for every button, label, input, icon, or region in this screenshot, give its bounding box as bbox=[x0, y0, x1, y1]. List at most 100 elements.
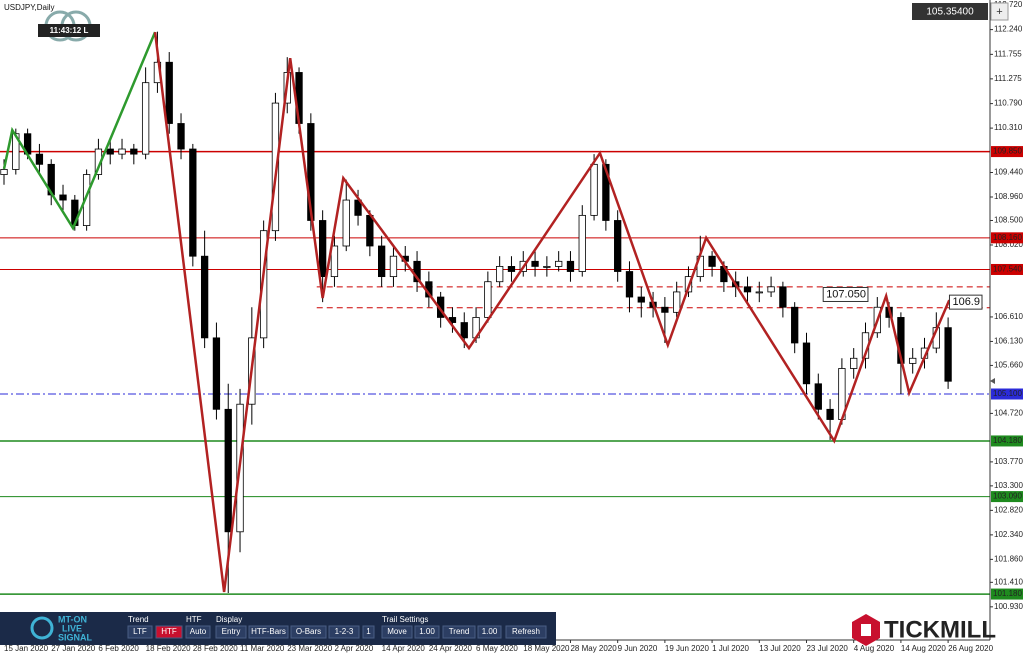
x-tick-label: 4 Aug 2020 bbox=[854, 644, 895, 653]
candle-body bbox=[271, 102, 280, 232]
toolbar-button[interactable] bbox=[414, 625, 440, 639]
candle-body bbox=[177, 123, 185, 150]
toolbar-button-label[interactable]: HTF bbox=[161, 627, 177, 636]
candle-body bbox=[259, 230, 268, 339]
level-label: 104.180 bbox=[993, 436, 1022, 445]
candle-body bbox=[661, 306, 669, 313]
toolbar-button[interactable] bbox=[248, 625, 289, 639]
candle-body bbox=[531, 260, 539, 267]
price-annotation: 107.050 bbox=[822, 286, 869, 302]
y-tick-label: 108.500 bbox=[994, 216, 1023, 225]
candle-body bbox=[507, 266, 516, 272]
candle-body bbox=[366, 214, 374, 247]
current-price-marker bbox=[990, 378, 995, 385]
toolbar-button[interactable] bbox=[442, 625, 476, 639]
toolbar-button-label[interactable]: Move bbox=[387, 627, 407, 636]
annotation-box bbox=[948, 294, 983, 310]
y-tick-label: 103.770 bbox=[994, 457, 1023, 466]
toolbar-button-label[interactable]: 1 bbox=[366, 627, 371, 636]
toolbar-button-label[interactable]: O-Bars bbox=[296, 627, 321, 636]
candle-body bbox=[779, 286, 787, 308]
add-button[interactable] bbox=[990, 2, 1009, 21]
level-label: 101.180 bbox=[993, 589, 1022, 598]
toolbar-button[interactable] bbox=[215, 625, 247, 639]
logo-text: MT-ON bbox=[58, 614, 87, 624]
toolbar-button-label[interactable]: 1.00 bbox=[419, 627, 435, 636]
toolbar-button-label[interactable]: 1-2-3 bbox=[335, 627, 354, 636]
level-label-box bbox=[991, 146, 1023, 158]
toolbar-button-label[interactable]: Entry bbox=[222, 627, 241, 636]
toolbar-button[interactable] bbox=[155, 625, 183, 639]
candle-body bbox=[224, 408, 232, 533]
level-label-box bbox=[991, 388, 1023, 400]
candle-body bbox=[307, 123, 315, 221]
clock-box bbox=[38, 24, 100, 37]
candle-body bbox=[141, 82, 150, 155]
candle-body bbox=[909, 357, 917, 364]
candle-body bbox=[165, 61, 173, 124]
group-title: Display bbox=[216, 615, 242, 624]
logo-text: LIVE bbox=[62, 623, 82, 633]
toolbar-button[interactable] bbox=[381, 625, 413, 639]
y-tick-label: 102.820 bbox=[994, 505, 1023, 514]
x-tick-label: 19 Jun 2020 bbox=[665, 644, 710, 653]
brand-icon-inner bbox=[861, 624, 871, 636]
y-tick-label: 108.960 bbox=[994, 192, 1023, 201]
candle-body bbox=[496, 266, 504, 283]
annotation-label: 106.9 bbox=[952, 296, 980, 308]
x-tick-label: 15 Jan 2020 bbox=[4, 644, 49, 653]
toolbar-button[interactable] bbox=[185, 625, 211, 639]
toolbar-button-label[interactable]: Refresh bbox=[512, 627, 540, 636]
group-title: HTF bbox=[186, 615, 202, 624]
toolbar-button-label[interactable]: Auto bbox=[190, 627, 207, 636]
y-tick-label: 110.310 bbox=[994, 123, 1023, 132]
toolbar-button-label[interactable]: 1.00 bbox=[482, 627, 498, 636]
toolbar-button[interactable] bbox=[477, 625, 502, 639]
y-tick-label: 104.720 bbox=[994, 409, 1023, 418]
toolbar-button-label[interactable]: HTF-Bars bbox=[251, 627, 286, 636]
y-tick-label: 100.930 bbox=[994, 602, 1023, 611]
symbol-title: USDJPY,Daily bbox=[4, 3, 55, 12]
candle-body bbox=[0, 169, 8, 175]
candle-body bbox=[614, 220, 622, 272]
x-tick-label: 9 Jun 2020 bbox=[618, 644, 658, 653]
candle-body bbox=[850, 357, 858, 369]
toolbar-button[interactable] bbox=[505, 625, 547, 639]
add-button-label[interactable]: + bbox=[996, 6, 1002, 18]
candle-body bbox=[802, 342, 811, 385]
candle-body bbox=[543, 266, 551, 268]
level-label: 109.850 bbox=[993, 147, 1022, 156]
toolbar-button[interactable] bbox=[290, 625, 327, 639]
price-box bbox=[912, 3, 988, 20]
toolbar-button-label[interactable]: Trend bbox=[449, 627, 470, 636]
candle-body bbox=[106, 148, 114, 155]
x-tick-label: 13 Jul 2020 bbox=[759, 644, 801, 653]
toolbar-button[interactable] bbox=[127, 625, 153, 639]
clock: 11:43:12 L bbox=[50, 26, 89, 35]
current-price: 105.35400 bbox=[926, 7, 974, 18]
candle-body bbox=[189, 148, 197, 257]
x-tick-label: 14 Apr 2020 bbox=[382, 644, 426, 653]
zigzag-line bbox=[2, 31, 157, 231]
candle-body bbox=[944, 327, 952, 382]
brand: TICKMILL bbox=[852, 614, 996, 646]
y-tick-label: 106.610 bbox=[994, 312, 1023, 321]
candle-body bbox=[767, 286, 775, 293]
toolbar: MT-ON LIVE SIGNAL Trend HTF Display Trai… bbox=[0, 612, 556, 645]
brand-name: TICKMILL bbox=[884, 616, 996, 643]
candle-body bbox=[826, 408, 834, 420]
x-tick-label: 23 Jul 2020 bbox=[806, 644, 848, 653]
toolbar-button-label[interactable]: LTF bbox=[133, 627, 147, 636]
level-label: 108.160 bbox=[993, 233, 1022, 242]
group-title: Trend bbox=[128, 615, 149, 624]
toolbar-button[interactable] bbox=[328, 625, 360, 639]
toolbar-button[interactable] bbox=[362, 625, 375, 639]
x-tick-label: 24 Apr 2020 bbox=[429, 644, 473, 653]
x-tick-label: 6 Feb 2020 bbox=[98, 644, 139, 653]
annotation-label: 107.050 bbox=[826, 288, 866, 300]
level-label-box bbox=[991, 588, 1023, 600]
plot-area: 107.050 106.9 bbox=[0, 31, 990, 595]
level-label: 103.090 bbox=[993, 492, 1022, 501]
x-tick-label: 18 May 2020 bbox=[523, 644, 570, 653]
